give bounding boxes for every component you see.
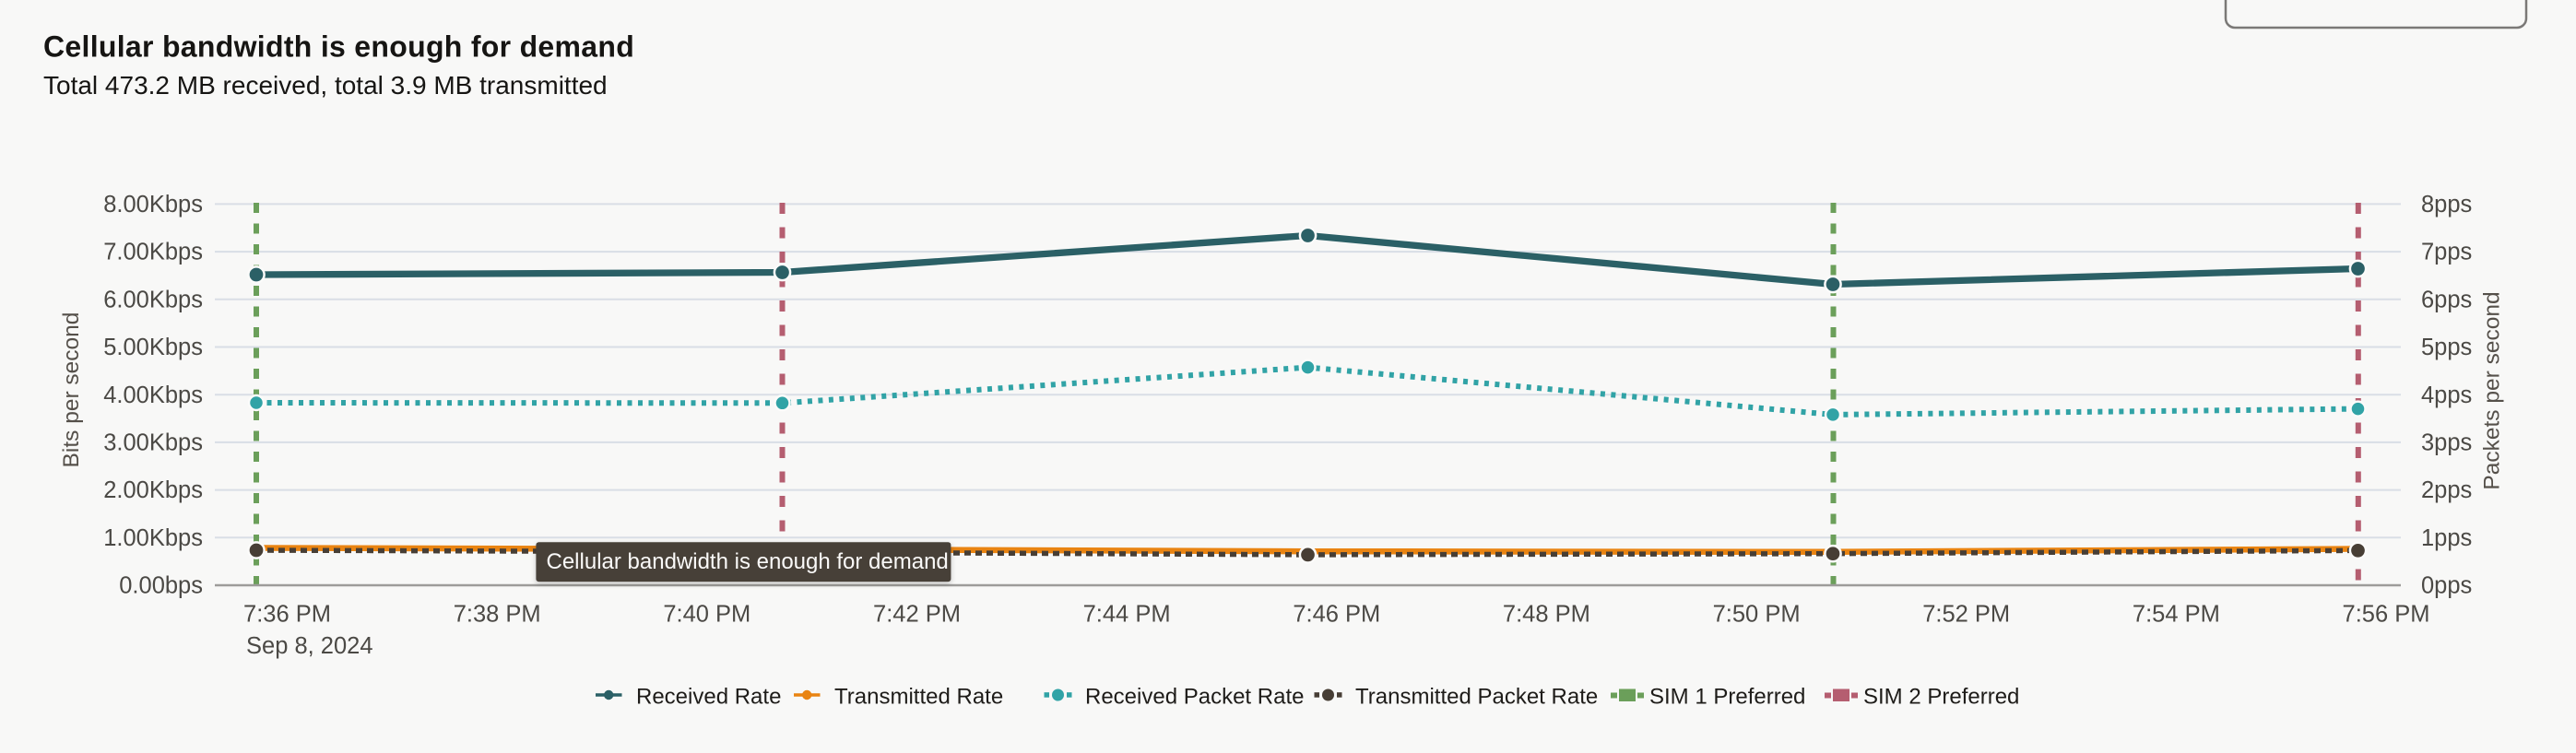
svg-text:Received Packet Rate: Received Packet Rate (1085, 685, 1304, 710)
svg-text:Transmitted Packet Rate: Transmitted Packet Rate (1355, 685, 1598, 710)
svg-text:7pps: 7pps (2421, 240, 2472, 265)
svg-text:7:52 PM: 7:52 PM (1922, 602, 2010, 628)
svg-text:7:36 PM: 7:36 PM (243, 602, 331, 628)
svg-text:2.00Kbps: 2.00Kbps (103, 477, 203, 503)
svg-text:4.00Kbps: 4.00Kbps (103, 382, 203, 408)
svg-text:SIM 1 Preferred: SIM 1 Preferred (1649, 685, 1805, 710)
svg-text:8pps: 8pps (2421, 192, 2472, 218)
svg-text:Transmitted Rate: Transmitted Rate (834, 685, 1003, 710)
svg-text:5.00Kbps: 5.00Kbps (103, 335, 203, 360)
svg-text:7:44 PM: 7:44 PM (1083, 602, 1171, 628)
svg-text:6.00Kbps: 6.00Kbps (103, 287, 203, 312)
svg-text:5pps: 5pps (2421, 335, 2472, 360)
svg-text:4pps: 4pps (2421, 382, 2472, 408)
svg-text:1pps: 1pps (2421, 525, 2472, 551)
svg-text:7:38 PM: 7:38 PM (454, 602, 541, 628)
svg-text:7:48 PM: 7:48 PM (1503, 602, 1590, 628)
svg-text:3.00Kbps: 3.00Kbps (103, 430, 203, 456)
svg-text:3pps: 3pps (2421, 430, 2472, 456)
svg-text:7:54 PM: 7:54 PM (2133, 602, 2220, 628)
svg-text:7.00Kbps: 7.00Kbps (103, 240, 203, 265)
svg-text:SIM 2 Preferred: SIM 2 Preferred (1863, 685, 2019, 710)
svg-text:7:56 PM: 7:56 PM (2343, 602, 2430, 628)
svg-text:8.00Kbps: 8.00Kbps (103, 192, 203, 218)
svg-text:2pps: 2pps (2421, 477, 2472, 503)
svg-text:7:50 PM: 7:50 PM (1713, 602, 1801, 628)
svg-text:7:42 PM: 7:42 PM (873, 602, 961, 628)
svg-text:Packets per second: Packets per second (2480, 291, 2505, 489)
svg-text:Cellular bandwidth is enough f: Cellular bandwidth is enough for demand (43, 30, 634, 64)
svg-text:0.00bps: 0.00bps (119, 573, 203, 599)
svg-text:1.00Kbps: 1.00Kbps (103, 525, 203, 551)
svg-text:Cellular bandwidth is enough f: Cellular bandwidth is enough for demand (547, 549, 949, 574)
svg-text:Total 473.2 MB received, total: Total 473.2 MB received, total 3.9 MB tr… (43, 71, 608, 100)
svg-text:0pps: 0pps (2421, 573, 2472, 599)
svg-text:7:46 PM: 7:46 PM (1293, 602, 1380, 628)
svg-text:6pps: 6pps (2421, 287, 2472, 312)
svg-text:7:40 PM: 7:40 PM (663, 602, 750, 628)
svg-text:Sep 8, 2024: Sep 8, 2024 (246, 633, 373, 659)
svg-text:Received Rate: Received Rate (636, 685, 781, 710)
svg-text:Bits per second: Bits per second (59, 312, 84, 468)
